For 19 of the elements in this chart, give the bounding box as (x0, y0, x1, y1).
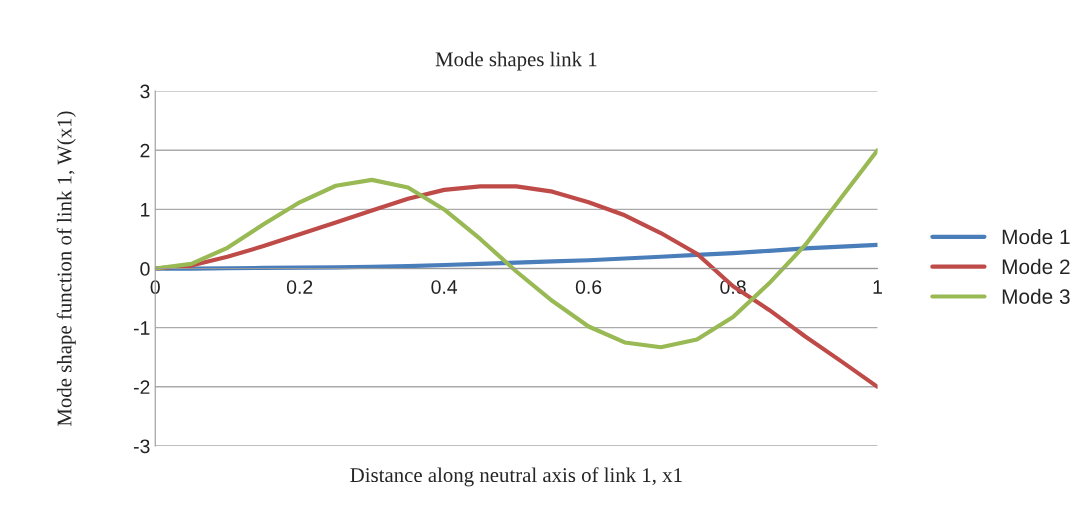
legend-label: Mode 3 (1002, 288, 1070, 304)
x-tick-label: 0.2 (286, 280, 313, 294)
y-tick-label: -2 (133, 380, 150, 394)
y-tick-label: 0 (140, 262, 150, 276)
x-tick-label: 0.6 (575, 280, 602, 294)
line-series (155, 242, 878, 271)
x-axis-title: Distance along neutral axis of link 1, x1 (350, 467, 682, 487)
y-tick-label: 2 (140, 143, 150, 158)
y-tick-label: -3 (133, 439, 150, 454)
chart-title: Mode shapes link 1 (435, 51, 597, 71)
y-axis-title: Mode shape function of link 1, W(x1) (56, 111, 76, 426)
legend-label: Mode 1 (1002, 229, 1070, 245)
y-tick-label: 1 (141, 203, 150, 217)
x-tick-label: 1 (873, 280, 882, 294)
y-tick-label: 3 (140, 84, 150, 99)
x-tick-label: 0.4 (431, 280, 458, 294)
y-tick-label: -1 (133, 321, 150, 335)
legend-label: Mode 2 (1002, 258, 1070, 275)
x-tick-label: 0 (150, 280, 160, 294)
